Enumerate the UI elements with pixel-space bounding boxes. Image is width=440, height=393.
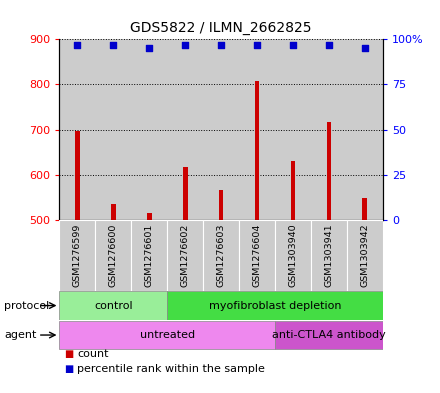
Bar (167, 292, 383, 320)
Bar (347, 39, 383, 220)
Bar (291, 161, 295, 220)
Text: agent: agent (4, 330, 37, 340)
Text: anti-CTLA4 antibody: anti-CTLA4 antibody (272, 330, 386, 340)
Point (253, 42, 260, 48)
Text: GSM1276601: GSM1276601 (145, 224, 154, 287)
Text: count: count (77, 349, 109, 359)
Bar (75, 131, 80, 220)
Bar (59, 220, 95, 291)
Bar (111, 204, 116, 220)
Text: ■: ■ (64, 364, 73, 375)
Point (290, 42, 297, 48)
Bar (239, 220, 275, 291)
Bar (311, 39, 347, 220)
Bar (219, 190, 224, 220)
Bar (59, 321, 275, 349)
Text: GSM1303940: GSM1303940 (289, 224, 297, 287)
Point (182, 42, 189, 48)
Bar (311, 220, 347, 291)
Text: GSM1276599: GSM1276599 (73, 224, 82, 287)
Bar (183, 167, 187, 220)
Text: myofibroblast depletion: myofibroblast depletion (209, 301, 341, 310)
Bar (326, 121, 331, 220)
Text: percentile rank within the sample: percentile rank within the sample (77, 364, 265, 375)
Text: ■: ■ (64, 349, 73, 359)
Point (361, 45, 368, 51)
Point (74, 42, 81, 48)
Text: GSM1276602: GSM1276602 (181, 224, 190, 287)
Text: GSM1303941: GSM1303941 (324, 224, 334, 287)
Bar (167, 220, 203, 291)
Text: GSM1276600: GSM1276600 (109, 224, 118, 287)
Bar (363, 198, 367, 220)
Bar (59, 39, 95, 220)
Bar (131, 39, 167, 220)
Point (110, 42, 117, 48)
Bar (275, 321, 383, 349)
Point (326, 42, 333, 48)
Text: GSM1276603: GSM1276603 (216, 224, 226, 287)
Bar (347, 220, 383, 291)
Title: GDS5822 / ILMN_2662825: GDS5822 / ILMN_2662825 (130, 22, 312, 35)
Text: protocol: protocol (4, 301, 50, 310)
Bar (95, 39, 131, 220)
Point (218, 42, 225, 48)
Bar (275, 39, 311, 220)
Bar (203, 39, 239, 220)
Bar (275, 220, 311, 291)
Bar (147, 213, 151, 220)
Bar (59, 292, 167, 320)
Bar (255, 81, 259, 220)
Bar (131, 220, 167, 291)
Text: GSM1303942: GSM1303942 (360, 224, 369, 287)
Text: GSM1276604: GSM1276604 (253, 224, 261, 287)
Bar (95, 220, 131, 291)
Bar (203, 220, 239, 291)
Text: untreated: untreated (139, 330, 195, 340)
Bar (167, 39, 203, 220)
Text: control: control (94, 301, 132, 310)
Bar (239, 39, 275, 220)
Point (146, 45, 153, 51)
